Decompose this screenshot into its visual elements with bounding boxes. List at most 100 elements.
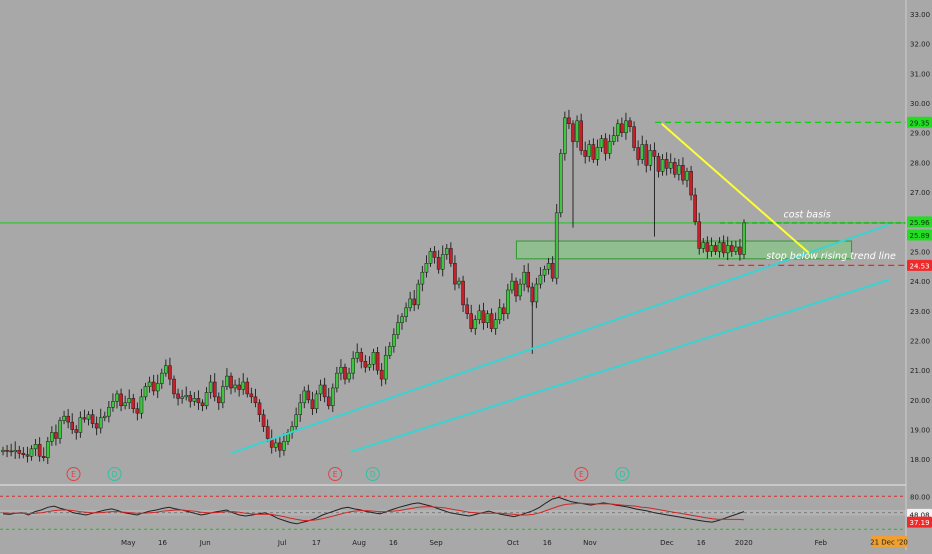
candle[interactable] [436,250,441,274]
candle[interactable] [314,390,319,414]
candle[interactable] [444,244,449,260]
candle[interactable] [685,167,689,188]
candles-layer[interactable] [1,109,746,464]
candle[interactable] [147,376,152,393]
candle[interactable] [379,363,384,387]
candle[interactable] [302,386,307,409]
candle[interactable] [1,446,5,456]
price-badge-24-53[interactable]: 24.53 [907,259,932,271]
candle[interactable] [155,374,160,399]
price-badge-25-96[interactable]: 25.96 [907,216,932,228]
candle[interactable] [204,387,209,410]
candle[interactable] [717,237,722,258]
candle[interactable] [168,357,172,386]
candle[interactable] [506,283,510,320]
candle[interactable] [538,267,543,289]
candle[interactable] [595,139,600,166]
candle[interactable] [62,410,66,425]
candle[interactable] [78,411,83,438]
candle[interactable] [396,314,400,339]
candle[interactable] [477,304,482,325]
candle[interactable] [229,372,233,395]
candle[interactable] [135,402,140,421]
candle[interactable] [225,368,229,391]
candle[interactable] [176,388,180,406]
candle[interactable] [485,310,490,329]
candle[interactable] [489,308,494,333]
candle[interactable] [367,356,372,371]
candle[interactable] [111,393,115,412]
candle[interactable] [355,343,360,363]
candle[interactable] [701,238,706,253]
candle[interactable] [563,111,567,161]
candle[interactable] [542,265,547,283]
candle[interactable] [420,265,425,292]
candle[interactable] [86,411,91,426]
candle[interactable] [82,409,87,423]
dividend-marker[interactable]: D [365,467,380,481]
candle[interactable] [734,240,738,255]
candle[interactable] [526,263,531,293]
candle[interactable] [151,374,156,396]
time-axis[interactable]: May 16 Jun Jul 17 Aug 16 Sep Oct 16 Nov Dec 16 2020 Fe… [121,539,828,547]
candle[interactable] [628,117,632,133]
candle[interactable] [115,390,119,409]
candle[interactable] [17,445,22,459]
candle[interactable] [510,273,514,294]
candle[interactable] [330,383,335,413]
candle[interactable] [164,359,168,377]
candle[interactable] [102,411,107,422]
candle[interactable] [725,236,730,261]
candle[interactable] [648,144,653,171]
candle[interactable] [107,401,111,423]
candle[interactable] [131,393,136,414]
candle[interactable] [21,447,26,459]
annotation-2[interactable]: stop below rising trend line [766,251,896,262]
candle[interactable] [180,389,184,404]
candle[interactable] [636,140,640,166]
candle[interactable] [620,117,624,138]
candle[interactable] [119,388,123,412]
candle[interactable] [98,408,103,434]
price-badge-25-89[interactable]: 25.89 [907,229,932,241]
candle[interactable] [221,380,225,409]
candle[interactable] [558,149,563,218]
candle[interactable] [591,138,596,163]
candle[interactable] [689,165,693,201]
candle[interactable] [70,413,75,434]
candle[interactable] [742,219,746,259]
candle[interactable] [632,121,636,152]
candle[interactable] [693,187,697,226]
candle[interactable] [339,359,343,381]
candle[interactable] [672,157,677,178]
candle[interactable] [237,377,241,397]
candle[interactable] [729,241,734,257]
candle[interactable] [550,256,555,282]
osc-badge-signal[interactable]: 37.19 [907,516,932,528]
candle[interactable] [599,135,604,152]
candle[interactable] [624,112,628,140]
candle[interactable] [668,153,673,174]
candle[interactable] [208,374,213,399]
candle[interactable] [326,387,331,410]
candle[interactable] [697,212,702,255]
candle[interactable] [54,424,58,446]
candle[interactable] [322,377,327,403]
candle[interactable] [371,348,376,371]
candle[interactable] [261,409,266,432]
candle[interactable] [534,277,539,309]
candle[interactable] [709,237,714,257]
candle[interactable] [13,441,18,459]
candle[interactable] [66,409,70,429]
candle[interactable] [123,395,127,410]
candle[interactable] [351,351,355,380]
candle[interactable] [400,313,404,330]
candle[interactable] [241,373,246,395]
candle[interactable] [664,152,669,176]
candle[interactable] [587,140,592,162]
candle[interactable] [656,152,661,178]
candle[interactable] [200,399,205,412]
candle[interactable] [139,388,144,419]
candle[interactable] [335,366,339,393]
